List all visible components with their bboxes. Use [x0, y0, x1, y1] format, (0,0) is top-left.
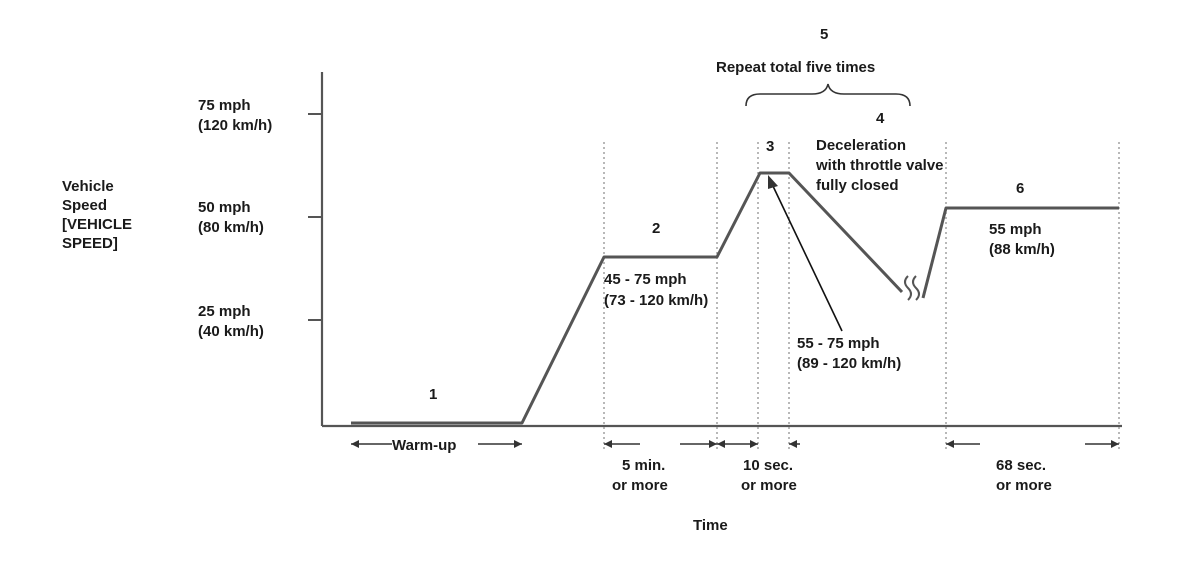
phase6-speed-kmh: (88 km/h) [989, 241, 1055, 258]
phase6-duration-line1: 68 sec. [996, 457, 1046, 474]
y-label-25-mph: 25 mph [198, 303, 251, 320]
phase4-desc-line2: with throttle valve [815, 157, 944, 174]
phase3-pointer-head [768, 175, 778, 189]
speed-trace-phase6 [921, 206, 1119, 299]
phase4-desc-line1: Deceleration [816, 137, 906, 154]
dim-warmup [351, 440, 522, 448]
phase-label-1: 1 [429, 386, 437, 403]
phase6-speed-mph: 55 mph [989, 221, 1042, 238]
phase3-duration-line2: or more [741, 477, 797, 494]
dim-phase3 [717, 440, 800, 448]
phase-label-5: 5 [820, 26, 828, 43]
phase3-pointer-line [771, 183, 843, 332]
warmup-label: Warm-up [392, 437, 456, 454]
y-axis-title-line2: Speed [62, 197, 107, 214]
x-axis-title: Time [693, 517, 728, 534]
phase6-duration-line2: or more [996, 477, 1052, 494]
repeat-label: Repeat total five times [716, 59, 875, 76]
y-label-75-kmh: (120 km/h) [198, 117, 272, 134]
y-label-50-mph: 50 mph [198, 199, 251, 216]
phase2-duration-line2: or more [612, 477, 668, 494]
phase2-duration-line1: 5 min. [622, 457, 665, 474]
break-mark-right [912, 275, 920, 301]
dim-phase6 [946, 440, 1119, 448]
y-axis-title-line1: Vehicle [62, 178, 114, 195]
y-axis-title-line3: [VEHICLE [62, 216, 132, 233]
phase3-speed-mph: 55 - 75 mph [797, 335, 880, 352]
phase2-speed-kmh: (73 - 120 km/h) [604, 292, 708, 309]
y-label-25-kmh: (40 km/h) [198, 323, 264, 340]
phase2-speed-mph: 45 - 75 mph [604, 271, 687, 288]
speed-trace [351, 171, 904, 425]
repeat-brace [745, 83, 911, 107]
y-label-75-mph: 75 mph [198, 97, 251, 114]
break-mark-left [904, 275, 912, 301]
phase4-desc-line3: fully closed [816, 177, 899, 194]
phase-label-4: 4 [876, 110, 885, 127]
phase-label-3: 3 [766, 138, 774, 155]
phase-label-6: 6 [1016, 180, 1024, 197]
phase-label-2: 2 [652, 220, 660, 237]
y-label-50-kmh: (80 km/h) [198, 219, 264, 236]
phase3-duration-line1: 10 sec. [743, 457, 793, 474]
dim-phase2 [604, 440, 717, 448]
y-axis-title-line4: SPEED] [62, 235, 118, 252]
phase3-speed-kmh: (89 - 120 km/h) [797, 355, 901, 372]
